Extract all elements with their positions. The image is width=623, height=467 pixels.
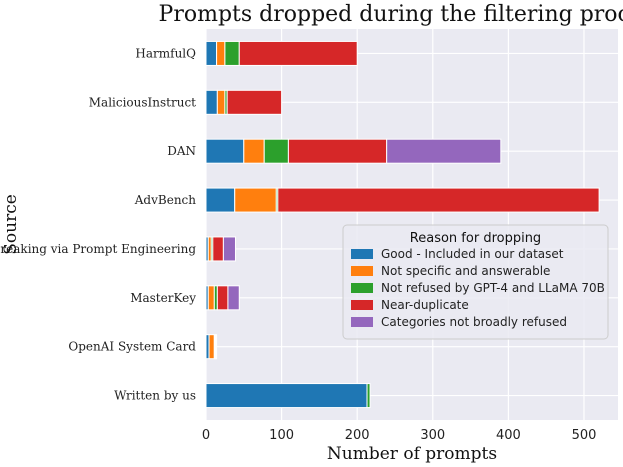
bar-segment (205, 383, 368, 409)
bar-segment (243, 138, 265, 164)
bar-segment (205, 187, 236, 213)
bar-segment (216, 89, 226, 115)
legend-title: Reason for dropping (410, 231, 541, 246)
bar-segment (216, 285, 229, 311)
legend: Reason for dropping Good - Included in o… (342, 224, 609, 340)
y-tick-label: Written by us (114, 389, 196, 403)
y-tick-label: OpenAI System Card (68, 340, 196, 354)
bar-segment (226, 89, 283, 115)
x-tick-label: 500 (572, 428, 597, 443)
bar-segment (205, 89, 218, 115)
bar-segment (216, 40, 226, 66)
bar-segment (366, 383, 371, 409)
x-axis-label: Number of prompts (327, 444, 497, 464)
bar-segment (386, 138, 502, 164)
y-tick-label: MasterKey (130, 291, 196, 305)
y-tick-label: MaliciousInstruct (89, 95, 196, 109)
bar-segment (205, 138, 245, 164)
legend-label: Categories not broadly refused (381, 315, 567, 329)
legend-box (342, 224, 609, 340)
x-tick-label: 400 (496, 428, 521, 443)
legend-items: Good - Included in our dataset Not specif… (351, 247, 605, 329)
legend-label: Near-duplicate (381, 298, 469, 312)
y-tick-label: AdvBench (134, 193, 196, 207)
y-tick-label: DAN (167, 144, 196, 158)
chart-title: Prompts dropped during the filtering pro… (159, 2, 623, 27)
bar-segment (234, 187, 277, 213)
bar-segment (263, 138, 289, 164)
bar-segment (287, 138, 388, 164)
legend-swatch (351, 266, 373, 276)
y-axis-label: Source (1, 194, 21, 255)
x-tick-label: 0 (202, 428, 210, 443)
legend-swatch (351, 249, 373, 259)
legend-label: Not refused by GPT-4 and LLaMA 70B (381, 281, 605, 295)
legend-swatch (351, 317, 373, 327)
bar-segment (277, 187, 600, 213)
x-tick-label: 100 (269, 428, 294, 443)
bar-segment (215, 334, 218, 360)
legend-label: Good - Included in our dataset (381, 247, 564, 261)
x-tick-labels: 0 100 200 300 400 500 (202, 428, 597, 443)
legend-label: Not specific and answerable (381, 264, 550, 278)
bar-segment (207, 285, 215, 311)
bars (205, 40, 600, 409)
legend-swatch (351, 283, 373, 293)
y-tick-labels: HarmfulQ MaliciousInstruct DAN AdvBench Jail… (0, 46, 196, 402)
bar-segment (238, 40, 358, 66)
bar-segment (224, 40, 240, 66)
x-tick-label: 200 (345, 428, 370, 443)
x-tick-label: 300 (420, 428, 445, 443)
bar-segment (208, 334, 215, 360)
y-tick-label: HarmfulQ (135, 46, 196, 60)
bar-segment (212, 236, 224, 262)
bar-segment (222, 236, 236, 262)
bar-segment (227, 285, 240, 311)
bar-segment (205, 40, 218, 66)
legend-swatch (351, 300, 373, 310)
y-tick-label: Jailbreaking via Prompt Engineering (0, 242, 196, 256)
